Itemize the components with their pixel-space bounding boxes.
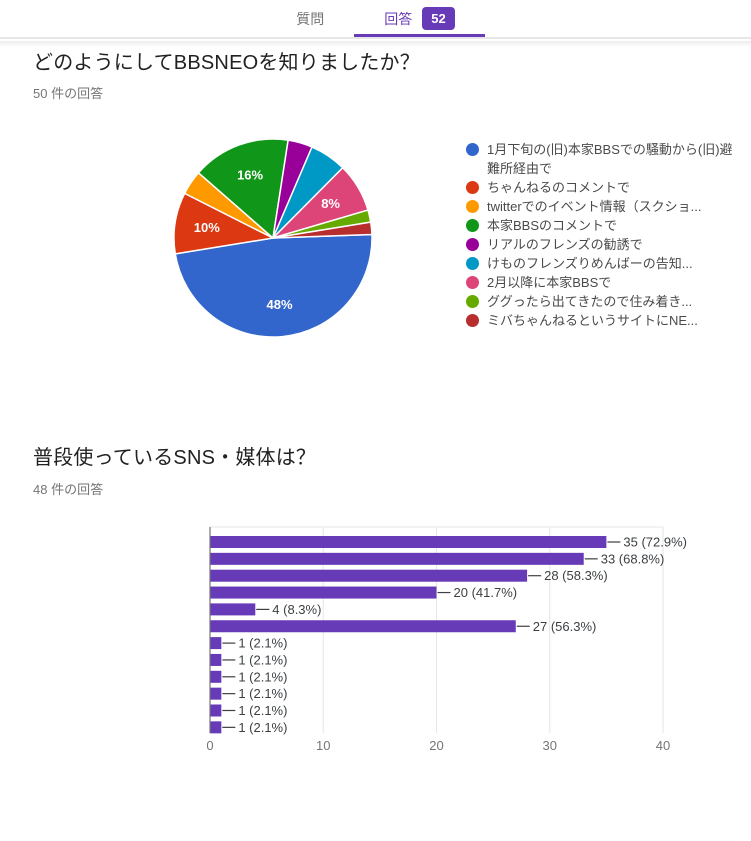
legend-color-dot [466,257,479,270]
legend-color-dot [466,276,479,289]
bar-value-label: 28 (58.3%) [544,568,608,583]
pie-slice-percentage-label: 16% [237,168,263,183]
legend-item: ミバちゃんねるというサイトにNE... [466,311,748,330]
legend-item: けものフレンズりめんばーの告知... [466,254,748,273]
legend-label: twitterでのイベント情報（スクショ... [487,199,702,214]
bar-value-label: 35 (72.9%) [623,535,687,550]
bar-value-label: 1 (2.1%) [238,636,287,651]
tab-answers-label: 回答 [384,10,413,27]
tab-group: 質問 回答 52 [0,0,751,37]
bar-value-label: 1 (2.1%) [238,686,287,701]
legend-color-dot [466,219,479,232]
bar-value-label: 27 (56.3%) [533,619,597,634]
legend-color-dot [466,181,479,194]
response-count-badge: 52 [422,7,455,30]
active-tab-underline [354,34,485,37]
pie-slice-percentage-label: 8% [321,196,340,211]
tab-bar: 質問 回答 52 [0,0,751,39]
bar-value-label: 4 (8.3%) [272,602,321,617]
bar-row-8 [210,670,222,683]
bar-row-7 [210,653,222,666]
legend-item: twitterでのイベント情報（スクショ... [466,197,748,216]
bar-row-4 [210,603,256,616]
pie-slice-percentage-label: 10% [194,220,220,235]
question-2-response-count: 48 件の回答 [33,482,104,497]
legend-color-dot [466,143,479,156]
question-1-response-count: 50 件の回答 [33,86,104,101]
legend-label: ググったら出てきたので住み着き... [487,294,693,309]
pie-slice-percentage-label: 48% [266,297,292,312]
x-axis-tick-label: 10 [316,738,330,753]
question-1-title: どのようにしてBBSNEOを知りましたか？ [33,52,420,74]
bar-row-10 [210,704,222,717]
legend-item: リアルのフレンズの勧誘で [466,235,748,254]
x-axis-tick-label: 0 [206,738,213,753]
x-axis-tick-label: 40 [656,738,670,753]
x-axis-tick-label: 20 [429,738,443,753]
legend-color-dot [466,295,479,308]
bar-value-label: 33 (68.8%) [601,551,665,566]
bar-row-9 [210,687,222,700]
legend-item: 1月下旬の(旧)本家BBSでの騒動から(旧)避難所経由で [466,140,748,178]
legend-label: 本家BBSのコメントで [487,218,618,233]
legend-item: 2月以降に本家BBSで [466,273,748,292]
legend-label: リアルのフレンズの勧誘で [487,237,643,252]
legend-label: 1月下旬の(旧)本家BBSでの騒動から(旧)避難所経由で [487,142,733,176]
pie-legend: 1月下旬の(旧)本家BBSでの騒動から(旧)避難所経由でちゃんねるのコメントで t… [466,140,748,330]
legend-label: けものフレンズりめんばーの告知... [487,256,693,271]
tab-answers[interactable]: 回答 52 [354,0,485,37]
pie-slice-0 [174,233,373,338]
bar-chart: 35 (72.9%)33 (68.8%) 28 (58.3%) 20 (41.7%)… [206,526,687,753]
bar-row-0 [210,536,607,548]
bar-row-2 [210,569,528,582]
bar-value-label: 1 (2.1%) [238,703,287,718]
legend-label: ミバちゃんねるというサイトにNE... [487,313,698,328]
pie-chart: 48% 10% 16% 8% [173,138,373,338]
legend-label: 2月以降に本家BBSで [487,275,612,290]
question-2-title: 普段使っているSNS・媒体は？ [33,447,317,469]
bar-row-3 [210,586,437,599]
legend-color-dot [466,200,479,213]
bar-value-label: 1 (2.1%) [238,652,287,667]
tab-questions[interactable]: 質問 [266,0,354,37]
legend-item: ググったら出てきたので住み着き... [466,292,748,311]
x-axis-tick-label: 30 [543,738,557,753]
bar-value-label: 1 (2.1%) [238,669,287,684]
legend-color-dot [466,314,479,327]
tab-questions-label: 質問 [296,10,325,27]
legend-label: ちゃんねるのコメントで [487,180,631,195]
bar-row-5 [210,620,516,633]
legend-item: 本家BBSのコメントで [466,216,748,235]
legend-item: ちゃんねるのコメントで [466,178,748,197]
bar-row-1 [210,552,584,565]
bar-row-11 [210,721,222,734]
bar-row-6 [210,637,222,650]
pie-slice-3 [197,138,289,239]
pie-slice-8 [272,221,373,239]
bar-value-label: 20 (41.7%) [454,585,518,600]
legend-color-dot [466,238,479,251]
bar-value-label: 1 (2.1%) [238,720,287,735]
